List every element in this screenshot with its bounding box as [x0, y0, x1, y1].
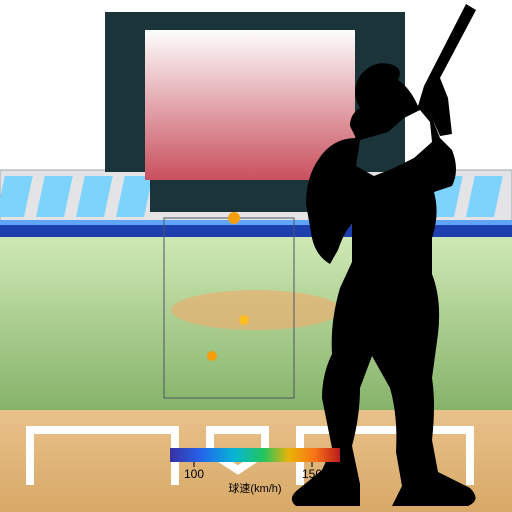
pitch-marker — [207, 351, 217, 361]
pitch-location-chart: 100 150 球速(km/h) — [0, 0, 512, 512]
outfield-wall — [0, 225, 512, 237]
legend-tick-label: 100 — [184, 467, 204, 481]
legend-label: 球速(km/h) — [228, 481, 281, 495]
pitch-marker — [228, 212, 240, 224]
pitchers-mound — [171, 290, 341, 330]
legend-tick-label: 150 — [302, 467, 322, 481]
pitch-marker — [239, 315, 249, 325]
speed-legend-bar — [170, 448, 340, 462]
